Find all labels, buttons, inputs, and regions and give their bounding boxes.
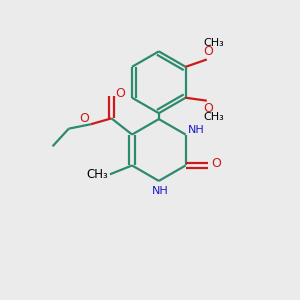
Text: O: O [203,45,213,58]
Text: O: O [211,157,221,169]
Text: O: O [80,112,89,125]
Text: NH: NH [152,186,169,196]
Text: CH₃: CH₃ [204,112,224,122]
Text: O: O [115,87,124,101]
Text: O: O [203,102,213,116]
Text: CH₃: CH₃ [204,38,224,48]
Text: NH: NH [188,125,204,135]
Text: CH₃: CH₃ [87,168,109,181]
